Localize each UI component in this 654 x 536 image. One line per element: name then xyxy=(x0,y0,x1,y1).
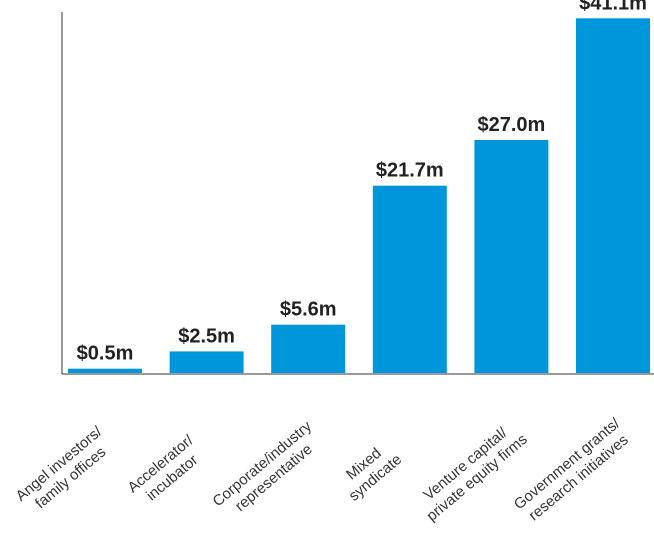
value-label-4: $27.0m xyxy=(477,114,545,136)
bar-0 xyxy=(68,368,142,373)
value-labels-group: $0.5m $2.5m $5.6m $21.7m $27.0m $41.1m xyxy=(77,0,647,365)
bars-group xyxy=(68,18,650,374)
x-tick-label-0: Angel investors/family offices xyxy=(13,423,109,512)
x-tick-label-4: Venture capital/private equity firms xyxy=(420,424,530,525)
value-label-0: $0.5m xyxy=(77,343,134,365)
bar-5 xyxy=(576,18,650,374)
bar-2 xyxy=(271,324,346,373)
x-tick-label-5: Government grants/research initiatives xyxy=(511,414,632,524)
x-tick-label-1: Accelerator/incubator xyxy=(125,431,202,504)
bar-1 xyxy=(169,351,244,373)
x-tick-labels-group: Angel investors/family offices Accelerato… xyxy=(13,414,632,525)
value-label-5: $41.1m xyxy=(579,0,647,14)
value-label-3: $21.7m xyxy=(376,160,444,182)
bar-4 xyxy=(474,140,549,373)
bar-3 xyxy=(372,185,447,373)
value-label-2: $5.6m xyxy=(280,299,337,321)
value-label-1: $2.5m xyxy=(178,325,235,347)
